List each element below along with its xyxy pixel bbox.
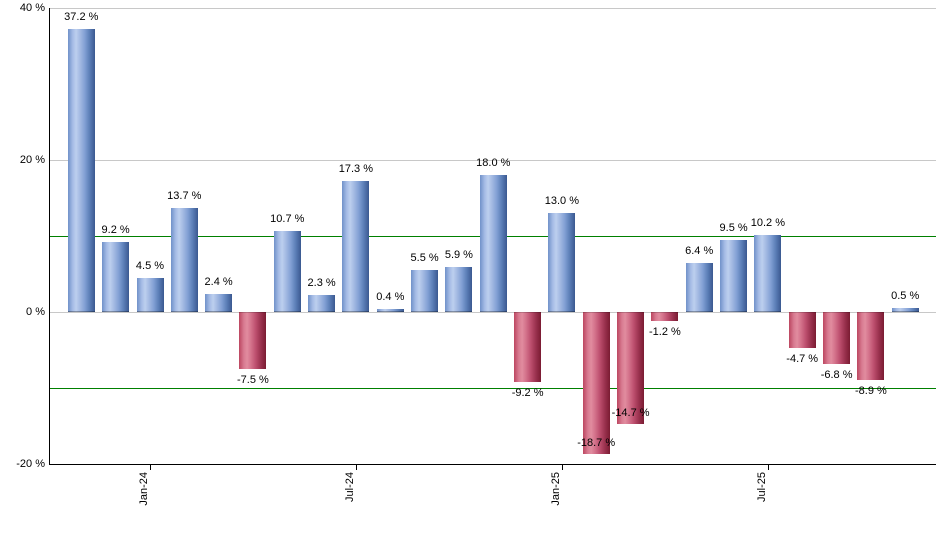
x-axis-tick-mark bbox=[561, 464, 563, 470]
bar bbox=[720, 239, 748, 312]
gridline bbox=[49, 312, 936, 313]
bar bbox=[788, 312, 816, 348]
bar bbox=[308, 294, 336, 312]
bar bbox=[548, 213, 576, 312]
bar-value-label: -8.9 % bbox=[854, 384, 887, 397]
x-axis-tick-mark bbox=[355, 464, 357, 470]
bar-value-label: -14.7 % bbox=[611, 406, 650, 419]
bar bbox=[445, 267, 473, 312]
bar bbox=[582, 312, 610, 455]
bar bbox=[67, 29, 95, 312]
x-axis-tick-label: Jul-25 bbox=[755, 472, 768, 502]
bar-value-label: 2.3 % bbox=[307, 276, 336, 289]
x-axis-tick-mark bbox=[767, 464, 769, 470]
bar-value-label: -4.7 % bbox=[786, 352, 819, 365]
bar-value-label: 0.4 % bbox=[376, 291, 405, 303]
bar bbox=[411, 270, 439, 312]
bar-value-label: 5.5 % bbox=[410, 252, 439, 265]
gridline bbox=[49, 8, 936, 9]
bar-value-label: 9.2 % bbox=[101, 224, 130, 237]
y-axis-tick-label: 40 % bbox=[19, 2, 45, 14]
bar-value-label: -1.2 % bbox=[648, 326, 681, 339]
bar-value-label: -9.2 % bbox=[511, 386, 544, 399]
x-axis-line bbox=[49, 464, 936, 465]
reference-line bbox=[49, 388, 936, 389]
y-axis-tick-label: 20 % bbox=[19, 154, 45, 166]
bar-value-label: 10.2 % bbox=[750, 216, 786, 229]
bar bbox=[239, 312, 267, 369]
bar bbox=[754, 234, 782, 312]
x-axis-tick-label: Jan-24 bbox=[138, 472, 150, 506]
bar-value-label: 13.0 % bbox=[544, 195, 580, 208]
y-axis-tick-label: -20 % bbox=[16, 458, 45, 470]
bar-value-label: 0.5 % bbox=[891, 290, 920, 303]
bar-value-label: 5.9 % bbox=[444, 249, 473, 262]
bar-value-label: 17.3 % bbox=[338, 162, 374, 175]
bar bbox=[136, 277, 164, 312]
bar bbox=[685, 263, 713, 312]
bar-value-label: 9.5 % bbox=[719, 221, 748, 234]
y-axis-tick-label: 0 % bbox=[26, 306, 45, 318]
bar bbox=[205, 293, 233, 312]
gridline bbox=[49, 160, 936, 161]
bar bbox=[102, 242, 130, 312]
bar-value-label: 13.7 % bbox=[167, 189, 202, 202]
bar bbox=[857, 312, 885, 380]
bar-value-label: 37.2 % bbox=[64, 11, 99, 24]
bar bbox=[376, 309, 404, 312]
x-axis-tick-mark bbox=[150, 464, 151, 470]
bar-value-label: -6.8 % bbox=[820, 368, 853, 381]
x-axis-tick-label: Jan-25 bbox=[549, 472, 562, 506]
bar-value-label: 4.5 % bbox=[135, 259, 165, 272]
bar-value-label: 10.7 % bbox=[270, 212, 305, 225]
bar bbox=[514, 312, 542, 382]
bar bbox=[479, 175, 507, 312]
bar-value-label: -18.7 % bbox=[577, 437, 616, 450]
x-axis-tick-label: Jul-24 bbox=[343, 472, 356, 502]
bar bbox=[170, 207, 198, 312]
bar bbox=[273, 230, 301, 312]
bar-value-label: 18.0 % bbox=[476, 157, 511, 170]
bar bbox=[342, 180, 370, 312]
bar-value-label: 2.4 % bbox=[204, 275, 233, 288]
bar bbox=[617, 312, 645, 424]
bar bbox=[891, 308, 919, 312]
bar-value-label: -7.5 % bbox=[236, 374, 269, 386]
bar-value-label: 6.4 % bbox=[685, 245, 714, 258]
y-axis-line bbox=[49, 8, 50, 464]
bar bbox=[823, 312, 851, 364]
bar bbox=[651, 312, 679, 322]
